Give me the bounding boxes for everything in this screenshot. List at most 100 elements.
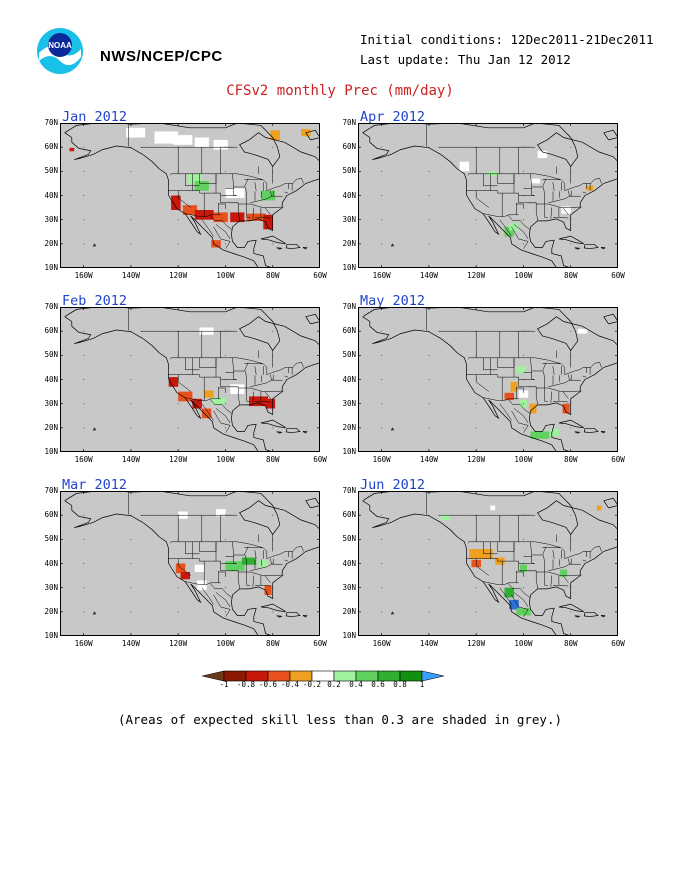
border-line	[201, 403, 214, 421]
border-line	[260, 217, 271, 219]
anomaly-cell	[194, 181, 209, 191]
border-line	[264, 575, 271, 583]
lat-label: 30N	[44, 214, 58, 224]
island-outline	[285, 611, 301, 618]
grid-dot	[177, 403, 179, 405]
border-line	[562, 575, 569, 583]
border-line	[177, 190, 192, 208]
island-outline	[93, 611, 97, 615]
island-outline	[305, 313, 320, 325]
forecast-map	[60, 491, 320, 636]
lat-label: 20N	[44, 422, 58, 432]
grid-dot	[272, 514, 274, 516]
border-line	[482, 397, 531, 414]
border-line	[513, 592, 529, 608]
island-outline	[93, 243, 97, 247]
border-line	[185, 173, 200, 187]
grid-dot	[224, 354, 227, 356]
border-line	[543, 554, 548, 586]
grid-dot	[522, 538, 525, 540]
island-outline	[260, 235, 286, 245]
border-line	[483, 173, 498, 187]
border-line	[252, 391, 254, 403]
grid-dot	[570, 146, 572, 148]
island-outline	[603, 129, 618, 141]
lon-label: 160W	[372, 271, 391, 280]
border-line	[264, 391, 271, 399]
grid-dot	[475, 427, 477, 429]
lon-label: 60W	[611, 455, 625, 464]
border-line	[475, 558, 490, 576]
lon-label: 100W	[514, 455, 533, 464]
grid-dot	[381, 427, 383, 429]
island-outline	[583, 611, 599, 618]
border-line	[511, 226, 529, 249]
lat-label: 20N	[342, 422, 356, 432]
grid-dot	[381, 538, 383, 540]
border-line	[542, 178, 547, 188]
forecast-map	[358, 307, 618, 452]
noaa-logo: NOAA	[37, 28, 83, 74]
border-line	[254, 366, 257, 375]
border-line	[213, 410, 231, 433]
colorbar-label: -0.4	[280, 680, 300, 689]
coastline	[362, 307, 618, 452]
island-outline	[574, 247, 581, 250]
anomaly-cell	[211, 240, 221, 248]
forecast-map	[60, 307, 320, 452]
grid-dot	[130, 378, 132, 381]
lat-label: 40N	[342, 190, 356, 200]
lon-label: 160W	[372, 455, 391, 464]
grid-dot	[83, 194, 85, 197]
border-line	[252, 207, 254, 219]
anomaly-cell	[197, 580, 207, 591]
border-line	[238, 387, 284, 392]
border-line	[260, 401, 271, 403]
anomaly-cell	[260, 190, 276, 201]
border-line	[550, 207, 552, 219]
border-line	[168, 190, 239, 204]
anomaly-cell	[562, 403, 570, 414]
border-line	[482, 581, 531, 598]
lon-label: 160W	[74, 271, 93, 280]
anomaly-cell	[211, 397, 226, 405]
anomaly-cell	[586, 185, 594, 191]
grid-dot	[475, 403, 477, 405]
lon-label: 60W	[611, 639, 625, 648]
island-outline	[600, 615, 606, 618]
border-line	[213, 226, 231, 249]
anomaly-cell	[230, 212, 245, 223]
anomaly-cell	[537, 150, 548, 159]
anomaly-cell	[201, 408, 212, 419]
grid-dot	[224, 403, 227, 405]
border-line	[264, 207, 271, 215]
grid-dot	[83, 378, 85, 381]
lon-label: 140W	[121, 639, 140, 648]
border-line	[542, 363, 561, 365]
lat-label: 30N	[44, 582, 58, 592]
anomaly-cell	[242, 557, 257, 565]
anomaly-cell	[561, 206, 571, 214]
grid-dot	[272, 146, 274, 148]
border-line	[536, 387, 582, 392]
border-line	[245, 554, 250, 586]
lat-label: 60N	[342, 510, 356, 520]
island-outline	[558, 603, 584, 613]
border-line	[535, 541, 602, 560]
lat-label: 50N	[342, 166, 356, 176]
lat-label: 50N	[342, 534, 356, 544]
grid-dot	[522, 219, 525, 221]
grid-dot	[83, 170, 85, 172]
grid-dot	[381, 219, 383, 221]
island-outline	[391, 427, 395, 431]
grid-dot	[83, 587, 85, 589]
lat-label: 10N	[342, 447, 356, 456]
forecast-map	[60, 123, 320, 268]
border-line	[184, 213, 233, 230]
grid-dot	[130, 403, 132, 405]
grid-dot	[381, 330, 383, 332]
lat-label: 30N	[44, 398, 58, 408]
lon-label: 100W	[514, 639, 533, 648]
forecast-map	[358, 123, 618, 268]
island-outline	[305, 129, 320, 141]
